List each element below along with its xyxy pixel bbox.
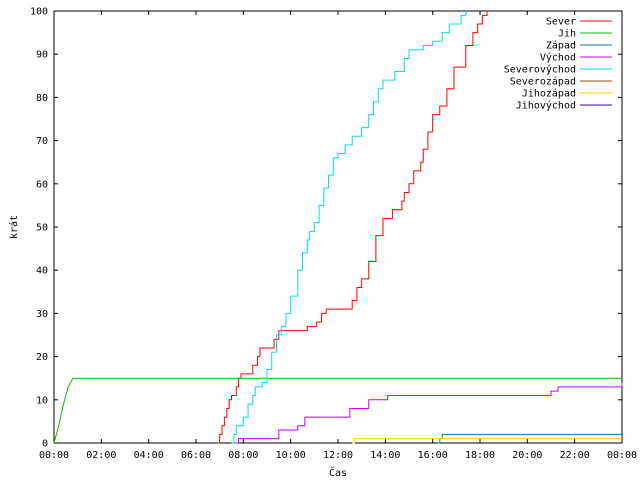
y-tick-label: 70 bbox=[36, 136, 48, 147]
x-tick-label: 00:00 bbox=[607, 450, 637, 461]
y-tick-label: 50 bbox=[36, 223, 48, 234]
x-tick-label: 08:00 bbox=[228, 450, 258, 461]
legend-label: Jihozápad bbox=[522, 88, 576, 100]
series-line-severovýchod bbox=[231, 11, 467, 444]
y-tick-label: 20 bbox=[36, 352, 48, 363]
x-tick-label: 10:00 bbox=[276, 450, 306, 461]
x-tick-label: 06:00 bbox=[181, 450, 211, 461]
x-tick-label: 02:00 bbox=[86, 450, 116, 461]
legend-label: Západ bbox=[546, 40, 576, 52]
legend-label: Východ bbox=[540, 52, 576, 64]
y-tick-label: 10 bbox=[36, 395, 48, 406]
legend-label: Sever bbox=[546, 17, 576, 28]
x-tick-label: 04:00 bbox=[134, 450, 164, 461]
x-axis-label: Čas bbox=[329, 466, 347, 479]
x-tick-label: 14:00 bbox=[370, 450, 400, 461]
y-tick-label: 100 bbox=[30, 7, 48, 18]
y-tick-label: 80 bbox=[36, 93, 48, 104]
x-tick-label: 00:00 bbox=[39, 450, 69, 461]
legend-label: Jihovýchod bbox=[516, 100, 576, 112]
series-line-jihozápad bbox=[352, 438, 622, 444]
x-tick-label: 22:00 bbox=[560, 450, 590, 461]
series-line-sever bbox=[217, 11, 488, 444]
series-line-východ bbox=[233, 382, 623, 444]
x-tick-label: 16:00 bbox=[418, 450, 448, 461]
legend: SeverJihZápadVýchodSeverovýchodSeverozáp… bbox=[504, 17, 612, 112]
y-tick-label: 30 bbox=[36, 309, 48, 320]
series-layer bbox=[53, 11, 623, 444]
x-tick-label: 20:00 bbox=[512, 450, 542, 461]
legend-label: Severozápad bbox=[510, 76, 576, 88]
y-tick-label: 0 bbox=[42, 439, 48, 450]
y-tick-label: 90 bbox=[36, 50, 48, 61]
x-tick-label: 18:00 bbox=[465, 450, 495, 461]
y-axis: 0 10 20 30 40 50 60 70 80 90 100 bbox=[30, 7, 622, 450]
y-axis-label: krát bbox=[8, 215, 20, 239]
x-axis: 00:00 02:00 04:00 06:00 08:00 10:00 12:00 14:00… bbox=[39, 11, 637, 461]
legend-label: Jih bbox=[558, 29, 576, 40]
legend-label: Severovýchod bbox=[504, 64, 576, 76]
y-tick-label: 40 bbox=[36, 266, 48, 277]
x-tick-label: 12:00 bbox=[323, 450, 353, 461]
series-line-jih bbox=[53, 377, 622, 444]
y-tick-label: 60 bbox=[36, 179, 48, 190]
